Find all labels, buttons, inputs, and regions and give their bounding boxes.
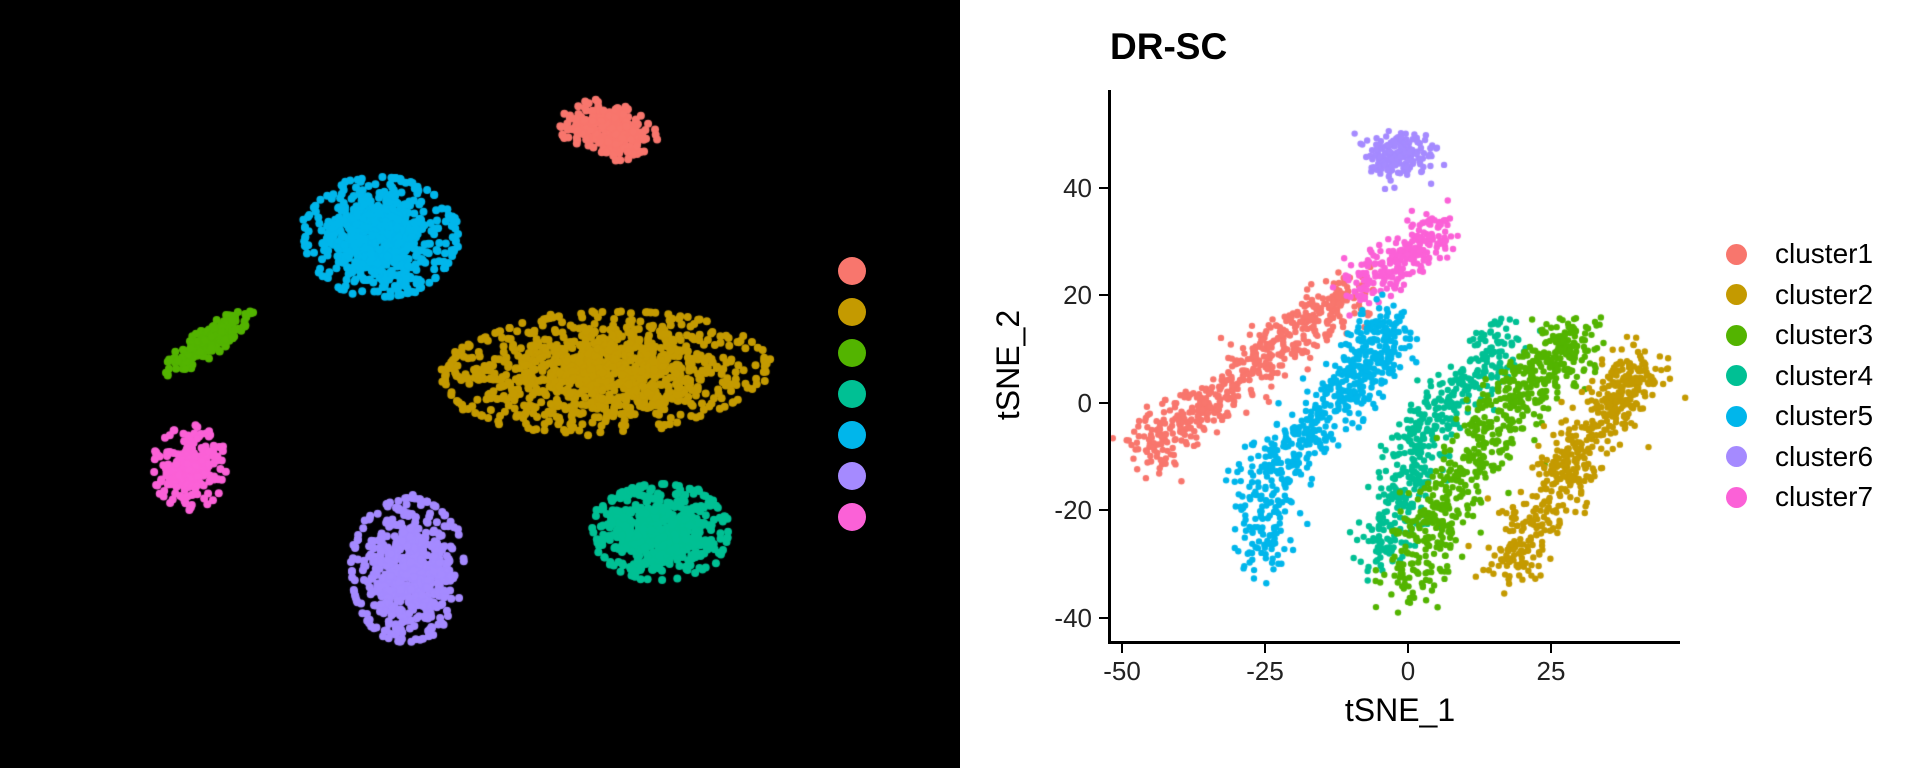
legend-item: cluster2 xyxy=(1726,280,1873,310)
x-tick xyxy=(1264,643,1266,653)
y-tick xyxy=(1099,617,1109,619)
dr-sc-scatter-plot xyxy=(960,0,1920,768)
x-axis-line xyxy=(1108,641,1680,644)
y-tick xyxy=(1099,294,1109,296)
y-tick-label: -40 xyxy=(1054,603,1092,633)
legend-label: cluster7 xyxy=(1775,481,1874,512)
y-tick-label: 40 xyxy=(1063,173,1092,203)
x-tick xyxy=(1550,643,1552,653)
x-tick-label: -50 xyxy=(1103,656,1141,686)
legend-swatch-icon xyxy=(1726,405,1747,427)
legend-swatch-icon xyxy=(1726,243,1747,265)
chart-title: DR-SC xyxy=(1110,26,1228,67)
y-tick xyxy=(1099,402,1109,404)
legend-swatch-icon xyxy=(1726,365,1747,386)
legend-item: cluster1 xyxy=(1726,239,1873,269)
y-tick-label: -20 xyxy=(1054,495,1092,525)
x-tick xyxy=(1121,643,1123,653)
x-tick xyxy=(1407,643,1409,653)
left-scatter-panel xyxy=(0,0,960,768)
x-axis-label: tSNE_1 xyxy=(1344,692,1456,728)
legend-label: cluster6 xyxy=(1775,440,1874,472)
y-tick-label: 0 xyxy=(1077,388,1092,418)
left-legend-dot xyxy=(838,421,866,449)
y-axis-line xyxy=(1108,90,1111,643)
left-legend-dot xyxy=(838,257,866,285)
legend-item: cluster5 xyxy=(1726,401,1873,431)
legend-swatch-icon xyxy=(1726,284,1747,305)
left-legend-dot xyxy=(838,462,866,490)
left-legend-dot xyxy=(838,339,866,367)
legend-swatch-icon xyxy=(1726,324,1747,346)
legend-item: cluster7 xyxy=(1726,482,1873,512)
legend-item: cluster4 xyxy=(1726,361,1873,391)
legend-swatch-icon xyxy=(1726,486,1747,508)
legend-item: cluster3 xyxy=(1726,320,1873,350)
x-tick-label: 0 xyxy=(1400,656,1416,686)
legend-label: cluster4 xyxy=(1775,359,1874,391)
legend-label: cluster2 xyxy=(1775,278,1874,310)
legend-swatch-icon xyxy=(1726,446,1747,467)
legend-label: cluster3 xyxy=(1775,319,1874,350)
left-legend-dot xyxy=(838,298,866,326)
y-tick xyxy=(1099,187,1109,189)
left-legend-dot xyxy=(838,503,866,531)
right-scatter-panel xyxy=(960,0,1920,768)
x-tick-label: -25 xyxy=(1246,656,1284,686)
legend-label: cluster1 xyxy=(1775,238,1874,269)
y-tick-label: 20 xyxy=(1063,280,1092,310)
y-tick xyxy=(1099,509,1109,511)
left-legend-dot xyxy=(838,380,866,408)
legend-label: cluster5 xyxy=(1775,400,1874,431)
left-scatter-plot xyxy=(0,0,960,768)
legend-item: cluster6 xyxy=(1726,442,1873,472)
y-axis-label: tSNE_2 xyxy=(990,309,1026,421)
x-tick-label: 25 xyxy=(1536,656,1566,686)
